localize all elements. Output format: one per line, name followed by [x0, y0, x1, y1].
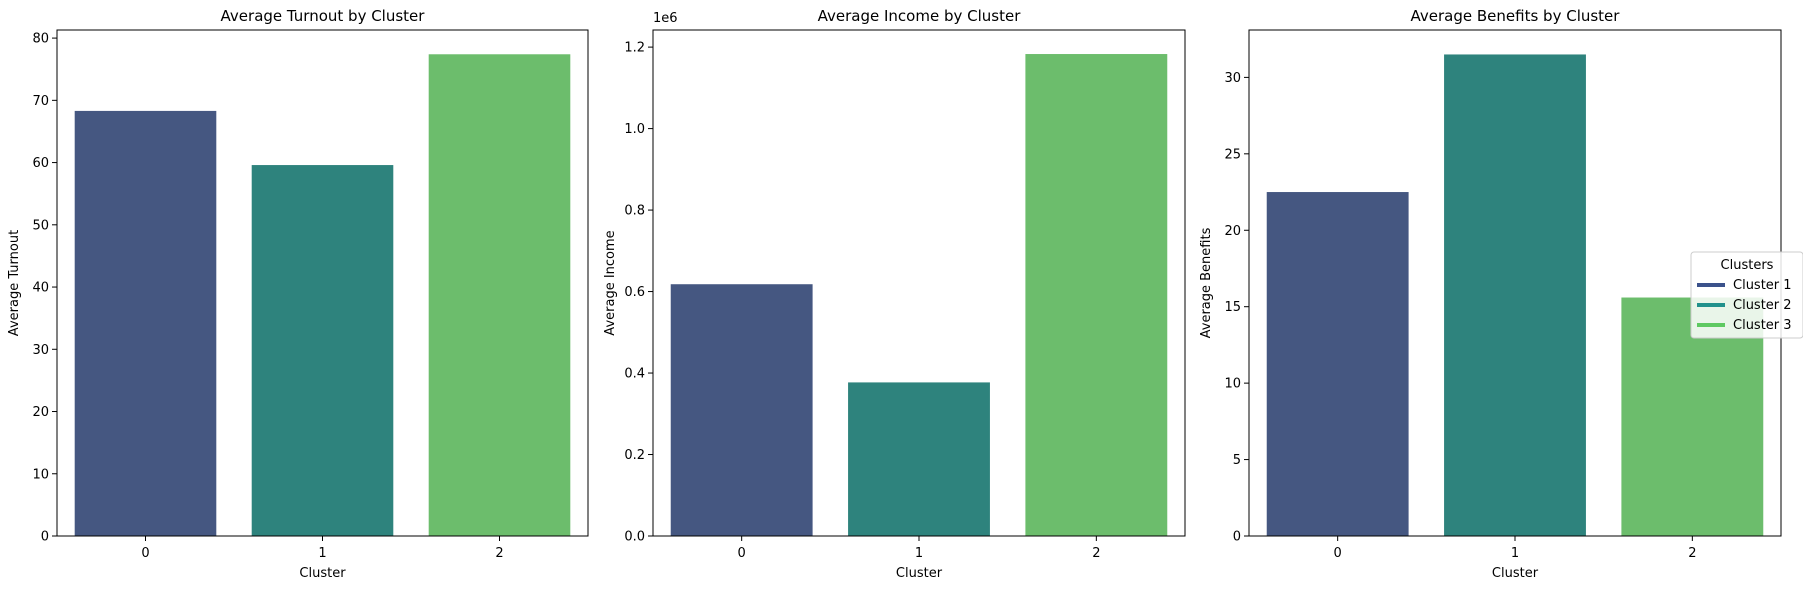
x-tick-label: 1: [915, 546, 923, 561]
x-tick-label: 2: [495, 546, 503, 561]
bar-1: [251, 165, 394, 537]
legend: Clusters Cluster 1 Cluster 2 Cluster 3: [1690, 251, 1803, 339]
chart-title: Average Turnout by Cluster: [221, 7, 426, 25]
x-tick-label: 2: [1688, 546, 1696, 561]
chart-title: Average Income by Cluster: [818, 7, 1022, 25]
chart-title: Average Benefits by Cluster: [1411, 7, 1621, 25]
bar-2: [428, 54, 571, 536]
y-tick-label: 0.0: [624, 530, 645, 545]
y-tick-label: 0.4: [624, 367, 645, 382]
x-tick-label: 0: [738, 546, 746, 561]
legend-item-label: Cluster 3: [1733, 318, 1792, 333]
y-tick-label: 80: [32, 32, 49, 47]
subplot-2: 0 1 2 0.0 0.2 0.4 0.6 0.8 1.0 1.2 1e6 Average Incom…: [603, 7, 1186, 581]
bar-1: [848, 382, 990, 536]
y-tick-label: 40: [32, 281, 49, 296]
x-tick-label: 1: [318, 546, 326, 561]
bar-2: [1025, 54, 1168, 536]
y-tick-label: 0.6: [624, 285, 645, 300]
x-tick-label: 2: [1092, 546, 1100, 561]
legend-title: Clusters: [1721, 258, 1774, 273]
y-tick-label: 0.8: [624, 204, 645, 219]
x-tick-label: 0: [1334, 546, 1342, 561]
y-tick-label: 1.2: [624, 41, 645, 56]
y-tick-label: 30: [1224, 71, 1241, 86]
y-tick-label: 1.0: [624, 122, 645, 137]
x-axis-label: Cluster: [896, 566, 943, 581]
bar-1: [1444, 54, 1586, 536]
x-axis-label: Cluster: [299, 566, 346, 581]
legend-box: [1690, 251, 1803, 339]
y-tick-label: 25: [1224, 147, 1241, 162]
y-tick-label: 0: [1233, 530, 1241, 545]
y-tick-label: 50: [32, 218, 49, 233]
y-axis-label: Average Income: [603, 230, 618, 335]
y-axis-label: Average Benefits: [1199, 227, 1214, 338]
y-tick-label: 20: [1224, 224, 1241, 239]
y-tick-label: 70: [32, 94, 49, 109]
legend-item-label: Cluster 1: [1733, 278, 1792, 293]
y-tick-label: 30: [32, 343, 49, 358]
y-axis-label: Average Turnout: [7, 230, 22, 336]
x-tick-label: 1: [1511, 546, 1519, 561]
y-tick-label: 10: [32, 467, 49, 482]
y-tick-label: 20: [32, 405, 49, 420]
y-tick-label: 10: [1224, 377, 1241, 392]
x-axis-label: Cluster: [1492, 566, 1539, 581]
offset-label: 1e6: [653, 11, 678, 26]
bar-0: [74, 110, 217, 536]
y-tick-label: 0.2: [624, 448, 645, 463]
y-tick-label: 5: [1233, 453, 1241, 468]
bar-0: [1266, 192, 1409, 536]
y-tick-label: 60: [32, 156, 49, 171]
y-tick-label: 15: [1224, 300, 1241, 315]
x-tick-label: 0: [141, 546, 149, 561]
y-tick-label: 0: [41, 530, 49, 545]
bar-0: [670, 284, 813, 536]
legend-item-label: Cluster 2: [1733, 298, 1792, 313]
